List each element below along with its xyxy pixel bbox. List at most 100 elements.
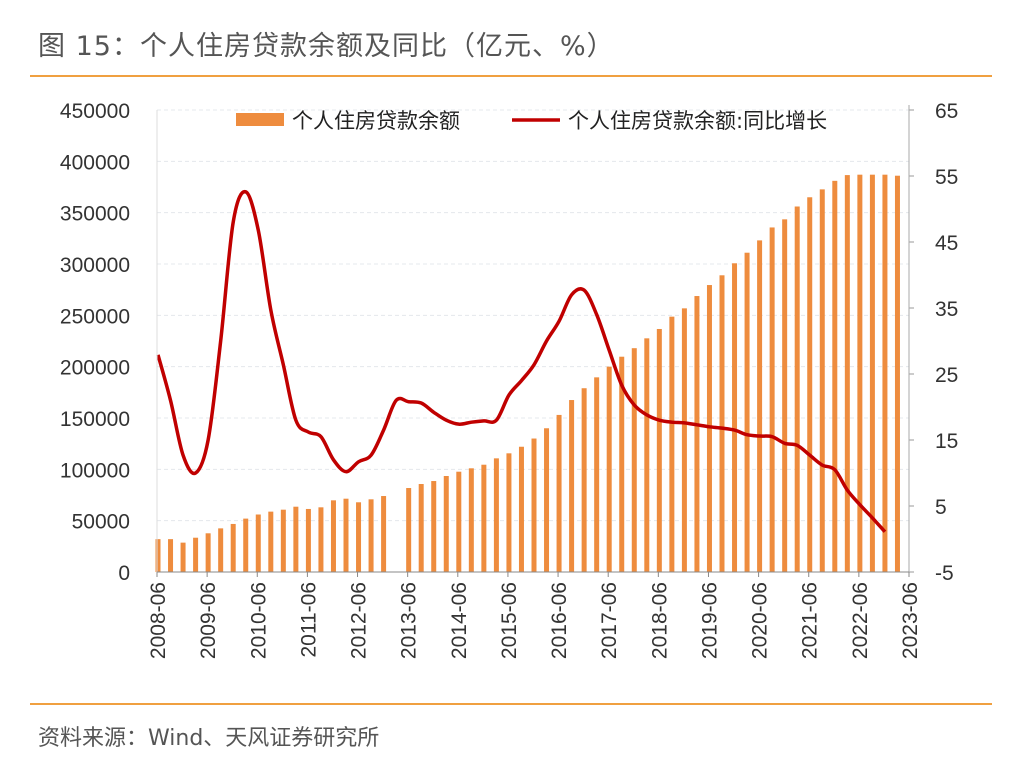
bar-2015-03 xyxy=(493,458,499,572)
bar-2014-09 xyxy=(468,468,474,572)
y-left-tick-label: 250000 xyxy=(60,305,130,328)
bar-2010-06 xyxy=(255,514,261,572)
bar-2021-12 xyxy=(832,180,838,572)
y-left-tick-label: 50000 xyxy=(72,511,130,534)
x-tick-label: 2015-06 xyxy=(498,582,521,659)
y-left-tick-label: 450000 xyxy=(60,100,130,123)
bar-2009-09 xyxy=(218,528,224,572)
bar-2019-03 xyxy=(694,296,700,572)
bar-2011-12 xyxy=(330,500,336,572)
x-tick-label: 2018-06 xyxy=(648,582,671,659)
bar-2017-06 xyxy=(606,366,612,572)
y-right-tick-label: 35 xyxy=(935,298,958,321)
bar-2017-03 xyxy=(594,377,600,572)
bar-2021-06 xyxy=(807,197,813,572)
x-tick-label: 2016-06 xyxy=(548,582,571,659)
bar-2008-09 xyxy=(168,539,174,572)
bar-2012-12 xyxy=(381,496,387,572)
bar-2020-12 xyxy=(782,219,788,572)
bar-2010-12 xyxy=(280,509,286,572)
y-left-tick-label: 400000 xyxy=(60,151,130,174)
x-tick-label: 2008-06 xyxy=(147,582,170,659)
x-tick-label: 2023-06 xyxy=(899,582,922,659)
x-tick-label: 2019-06 xyxy=(698,582,721,659)
bar-2014-06 xyxy=(456,471,462,572)
x-tick-label: 2020-06 xyxy=(749,582,772,659)
bar-2012-09 xyxy=(368,499,374,572)
bar-2013-12 xyxy=(431,481,437,572)
y-left-tick-label: 0 xyxy=(118,562,130,585)
bar-2012-06 xyxy=(356,502,362,572)
bar-2022-12 xyxy=(882,174,888,572)
bar-2022-03 xyxy=(844,175,850,572)
bar-2021-03 xyxy=(794,206,800,573)
bar-2020-06 xyxy=(757,240,763,573)
x-tick-label: 2022-06 xyxy=(849,582,872,659)
source-note: 资料来源：Wind、天风证券研究所 xyxy=(38,726,380,751)
y-left-tick-label: 200000 xyxy=(60,357,130,380)
bottom-rule xyxy=(30,703,992,705)
bar-2008-06 xyxy=(155,539,161,572)
bar-2010-03 xyxy=(243,518,249,572)
bar-2016-09 xyxy=(569,400,575,572)
bar-2023-03 xyxy=(894,175,900,572)
x-tick-label: 2013-06 xyxy=(398,582,421,659)
bar-2011-06 xyxy=(305,508,311,572)
y-left-tick-label: 300000 xyxy=(60,254,130,277)
bar-2018-12 xyxy=(681,308,687,572)
bar-2019-12 xyxy=(732,263,738,572)
y-left-tick-label: 100000 xyxy=(60,459,130,482)
bar-2010-09 xyxy=(268,511,274,572)
bar-2014-03 xyxy=(443,476,449,572)
x-tick-label: 2021-06 xyxy=(799,582,822,659)
bar-2017-12 xyxy=(631,348,637,572)
bar-2009-06 xyxy=(205,533,211,572)
y-right-tick-label: 5 xyxy=(935,496,947,519)
legend-label-bar: 个人住房贷款余额 xyxy=(292,109,460,133)
bar-2008-12 xyxy=(180,542,186,572)
bar-2011-09 xyxy=(318,507,324,572)
bar-2020-09 xyxy=(769,227,775,572)
y-right-tick-label: 55 xyxy=(935,166,958,189)
top-rule xyxy=(30,75,992,77)
bar-2022-06 xyxy=(857,174,863,572)
bar-2018-06 xyxy=(656,328,662,572)
y-right-tick-label: -5 xyxy=(935,562,954,585)
figure-title: 图 15：个人住房贷款余额及同比（亿元、%） xyxy=(38,31,615,62)
bar-2018-09 xyxy=(669,316,675,572)
y-right-tick-label: 15 xyxy=(935,430,958,453)
bar-2019-09 xyxy=(719,275,725,572)
bar-2017-09 xyxy=(619,356,625,572)
y-right-tick-label: 25 xyxy=(935,364,958,387)
y-left-tick-label: 350000 xyxy=(60,203,130,226)
x-tick-label: 2011-06 xyxy=(297,582,320,658)
y-left-tick-label: 150000 xyxy=(60,408,130,431)
bar-2014-12 xyxy=(481,464,487,572)
bar-2013-06 xyxy=(406,488,412,572)
y-right-tick-label: 65 xyxy=(935,100,958,123)
bar-2012-03 xyxy=(343,498,349,572)
legend-swatch-bar xyxy=(236,113,284,126)
bar-2016-03 xyxy=(544,428,550,572)
x-tick-label: 2012-06 xyxy=(348,582,371,659)
bar-2018-03 xyxy=(644,338,650,572)
bar-2015-12 xyxy=(531,438,537,572)
x-tick-label: 2014-06 xyxy=(448,582,471,659)
x-tick-label: 2009-06 xyxy=(197,582,220,659)
bar-2021-09 xyxy=(819,189,825,572)
bar-2016-06 xyxy=(556,414,562,572)
bar-2009-03 xyxy=(193,537,199,572)
bar-2011-03 xyxy=(293,506,299,572)
growth-line xyxy=(156,189,887,533)
y-right-tick-label: 45 xyxy=(935,232,958,255)
bar-2009-12 xyxy=(230,523,236,572)
bar-2015-06 xyxy=(506,453,512,572)
bar-2015-09 xyxy=(518,446,524,572)
bar-2016-12 xyxy=(581,388,587,572)
bar-2020-03 xyxy=(744,252,750,572)
bar-2022-09 xyxy=(869,174,875,572)
x-tick-label: 2017-06 xyxy=(598,582,621,659)
x-tick-label: 2010-06 xyxy=(247,582,270,659)
bar-2013-09 xyxy=(418,484,424,572)
